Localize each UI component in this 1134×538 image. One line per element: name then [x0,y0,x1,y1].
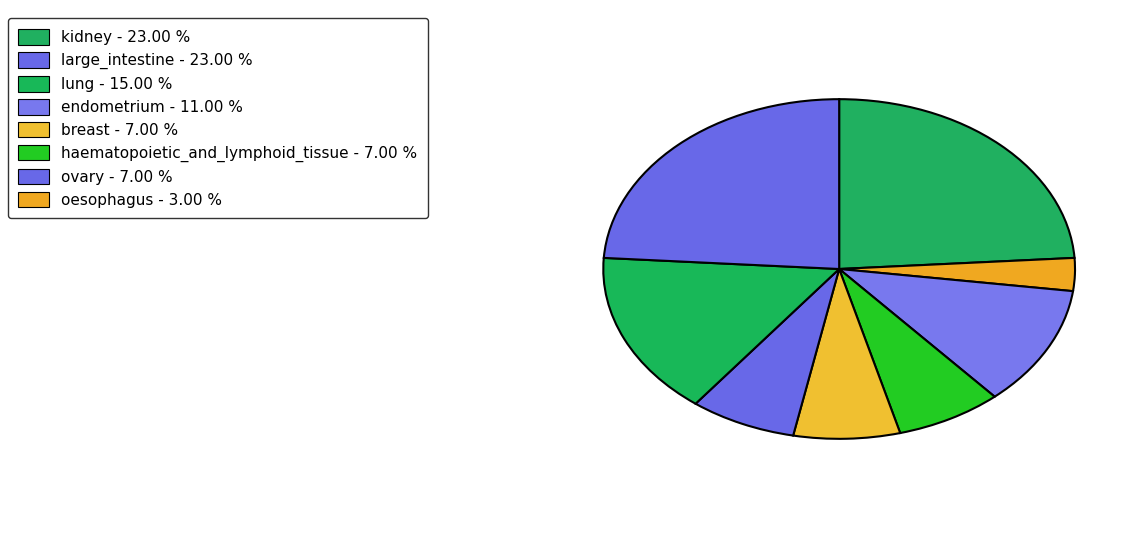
Wedge shape [793,269,900,439]
Wedge shape [839,269,995,433]
Wedge shape [839,269,1073,397]
Wedge shape [603,258,839,404]
Wedge shape [695,269,839,436]
Wedge shape [603,99,839,269]
Wedge shape [839,258,1075,291]
Legend: kidney - 23.00 %, large_intestine - 23.00 %, lung - 15.00 %, endometrium - 11.00: kidney - 23.00 %, large_intestine - 23.0… [8,18,428,218]
Wedge shape [839,99,1075,269]
